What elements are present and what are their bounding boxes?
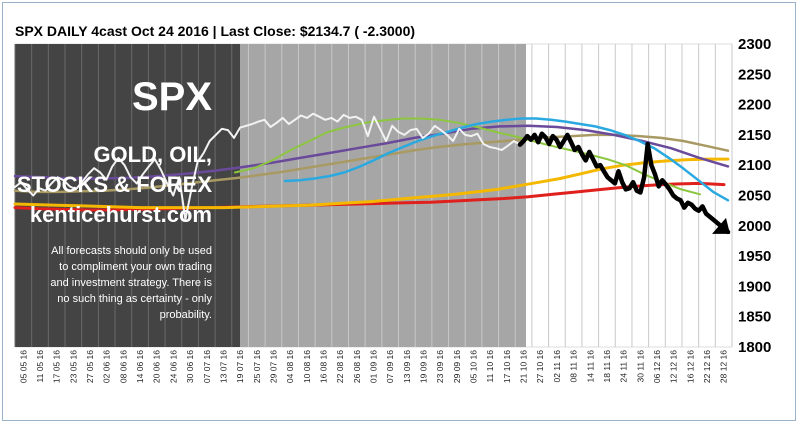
y-tick-label: 1800 bbox=[738, 339, 771, 356]
x-tick-label: 05 05 16 bbox=[18, 350, 28, 383]
x-tick-label: 06 12 16 bbox=[652, 350, 662, 383]
series-line bbox=[234, 117, 701, 196]
x-tick-label: 28 12 16 bbox=[719, 350, 729, 383]
forecast-arrowhead bbox=[712, 217, 730, 234]
x-tick-label: 29 09 16 bbox=[452, 350, 462, 383]
y-tick-label: 2200 bbox=[738, 97, 771, 114]
x-tick-label: 08 06 16 bbox=[118, 350, 128, 383]
disclaimer-line: and investment strategy. There is bbox=[50, 277, 212, 289]
disclaimer-line: All forecasts should only be used bbox=[51, 245, 212, 257]
x-tick-label: 24 06 16 bbox=[168, 350, 178, 383]
series-line bbox=[283, 117, 730, 202]
x-tick-label: 27 10 16 bbox=[535, 350, 545, 383]
y-tick-label: 2250 bbox=[738, 66, 771, 83]
x-tick-label: 14 06 16 bbox=[135, 350, 145, 383]
chart-title: SPX DAILY 4cast Oct 24 2016 | Last Close… bbox=[15, 23, 416, 39]
brand-line1: GOLD, OIL, bbox=[93, 142, 212, 167]
x-tick-label: 10 08 16 bbox=[302, 350, 312, 383]
x-tick-label: 19 07 16 bbox=[235, 350, 245, 383]
x-tick-label: 16 08 16 bbox=[318, 350, 328, 383]
x-tick-label: 17 10 16 bbox=[502, 350, 512, 383]
disclaimer-line: no such thing as certainty - only bbox=[57, 293, 212, 305]
brand-symbol: SPX bbox=[132, 75, 212, 119]
x-tick-label: 30 06 16 bbox=[185, 350, 195, 383]
y-tick-label: 1850 bbox=[738, 309, 771, 326]
x-tick-label: 13 09 16 bbox=[402, 350, 412, 383]
x-tick-label: 22 08 16 bbox=[335, 350, 345, 383]
y-tick-label: 1950 bbox=[738, 248, 771, 265]
disclaimer-line: to compliment your own trading bbox=[59, 261, 212, 273]
x-tick-label: 04 08 16 bbox=[285, 350, 295, 383]
x-tick-label: 27 05 16 bbox=[85, 350, 95, 383]
brand-site: kenticehurst.com bbox=[30, 202, 212, 227]
x-tick-label: 26 08 16 bbox=[352, 350, 362, 383]
y-tick-label: 2150 bbox=[738, 127, 771, 144]
x-tick-label: 20 06 16 bbox=[152, 350, 162, 383]
x-tick-label: 14 11 16 bbox=[585, 350, 595, 383]
x-tick-label: 17 05 16 bbox=[52, 350, 62, 383]
x-tick-label: 02 11 16 bbox=[552, 350, 562, 383]
x-tick-label: 12 12 16 bbox=[669, 350, 679, 383]
x-tick-label: 13 07 16 bbox=[218, 350, 228, 383]
x-tick-label: 01 09 16 bbox=[369, 350, 379, 383]
brand-line2: STOCKS & FOREX bbox=[17, 172, 213, 197]
x-tick-label: 19 09 16 bbox=[419, 350, 429, 383]
history-panel bbox=[240, 44, 526, 347]
x-tick-label: 02 06 16 bbox=[102, 350, 112, 383]
y-tick-label: 2050 bbox=[738, 188, 771, 205]
x-tick-label: 05 10 16 bbox=[469, 350, 479, 383]
x-tick-label: 18 11 16 bbox=[602, 350, 612, 383]
x-tick-label: 08 11 16 bbox=[569, 350, 579, 383]
x-tick-label: 22 12 16 bbox=[702, 350, 712, 383]
x-tick-label: 23 05 16 bbox=[68, 350, 78, 383]
disclaimer-line: probability. bbox=[160, 309, 212, 321]
series-line bbox=[13, 157, 730, 210]
x-tick-label: 07 07 16 bbox=[202, 350, 212, 383]
series-line bbox=[13, 181, 726, 212]
y-tick-label: 2100 bbox=[738, 157, 771, 174]
x-tick-label: 23 09 16 bbox=[435, 350, 445, 383]
x-tick-label: 21 10 16 bbox=[519, 350, 529, 383]
y-tick-label: 2000 bbox=[738, 218, 771, 235]
x-tick-label: 11 05 16 bbox=[35, 350, 45, 383]
x-tick-label: 29 07 16 bbox=[268, 350, 278, 383]
series-line bbox=[13, 124, 730, 180]
x-tick-label: 30 11 16 bbox=[635, 350, 645, 383]
dark-brand-panel bbox=[15, 44, 240, 347]
series-line bbox=[517, 131, 731, 235]
x-tick-label: 25 07 16 bbox=[252, 350, 262, 383]
y-tick-label: 1900 bbox=[738, 278, 771, 295]
x-tick-label: 24 11 16 bbox=[619, 350, 629, 383]
x-tick-label: 07 09 16 bbox=[385, 350, 395, 383]
x-tick-label: 11 10 16 bbox=[485, 350, 495, 383]
x-tick-label: 16 12 16 bbox=[685, 350, 695, 383]
y-tick-label: 2300 bbox=[738, 36, 771, 53]
series-line bbox=[14, 112, 521, 221]
